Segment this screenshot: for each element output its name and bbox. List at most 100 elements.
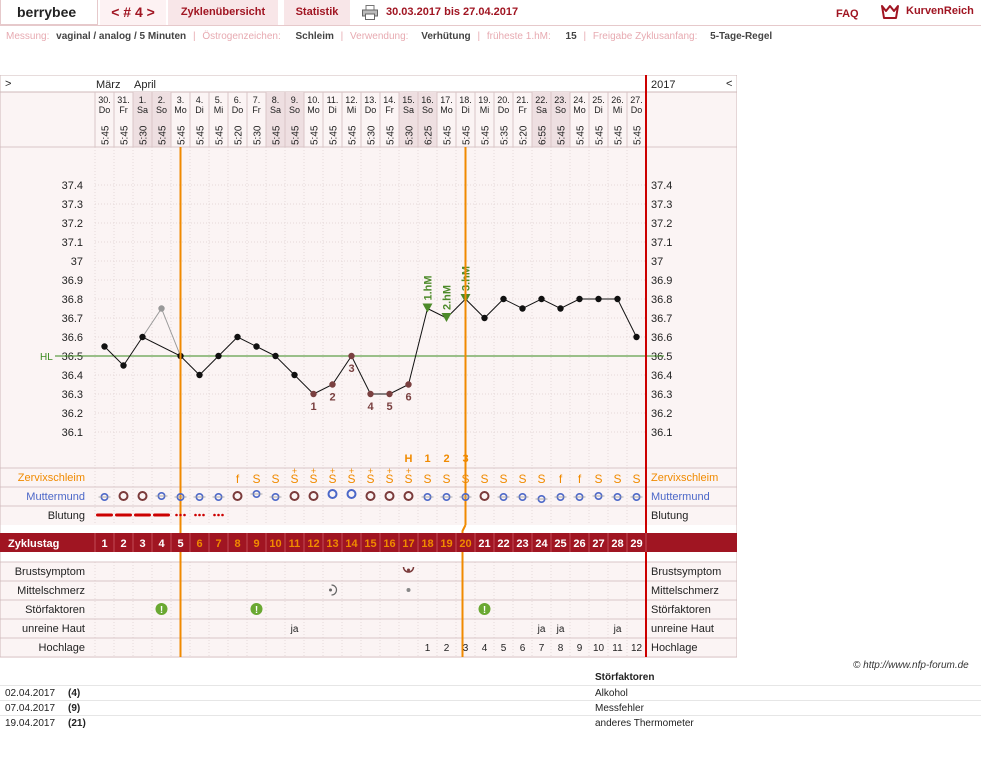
cycle-day-number: 1	[101, 538, 107, 550]
y-tick-label-right: 37.4	[651, 180, 672, 192]
mucus-plus: +	[349, 466, 354, 476]
tab-cycle-overview[interactable]: Zyklenübersicht	[168, 0, 278, 25]
weekday-label: Sa	[270, 105, 281, 115]
date-label: 9.	[291, 95, 299, 105]
date-label: 10.	[307, 95, 320, 105]
date-label: 7.	[253, 95, 261, 105]
temperature-point	[329, 381, 336, 388]
y-tick-label-left: 36.3	[62, 389, 83, 401]
kurvenreich-link[interactable]: KurvenReich	[906, 5, 974, 17]
weekday-label: Di	[328, 105, 337, 115]
y-tick-label-left: 37.1	[62, 237, 83, 249]
date-label: 19.	[478, 95, 491, 105]
weekend-column	[418, 92, 437, 147]
date-label: 30.	[98, 95, 111, 105]
skin-mark: ja	[537, 624, 546, 635]
y-tick-label-left: 36.8	[62, 294, 83, 306]
measure-label: Messung:	[6, 31, 50, 42]
time-label: 5:45	[291, 125, 302, 145]
hochlage-number: 1	[425, 643, 431, 654]
time-label: 5:45	[557, 125, 568, 145]
weekday-label: So	[156, 105, 167, 115]
y-tick-label-right: 36.6	[651, 332, 672, 344]
time-label: 6:55	[538, 125, 549, 145]
low-temperature-label: 6	[405, 392, 411, 404]
year-label: 2017	[651, 79, 675, 91]
cycle-day-number: 5	[177, 538, 183, 550]
stoerfaktor-day: (21)	[68, 718, 86, 729]
kurvenreich-logo-icon[interactable]	[880, 3, 900, 21]
cycle-navigation[interactable]: < # 4 >	[100, 0, 166, 25]
hochlage-number: 5	[501, 643, 507, 654]
date-label: 11.	[327, 95, 339, 105]
top-bar: berrybee < # 4 > Zyklenübersicht Statist…	[0, 0, 981, 26]
y-tick-label-right: 36.1	[651, 427, 672, 439]
earliest-hm-label: früheste 1.hM:	[486, 31, 551, 42]
weekday-label: Di	[461, 105, 470, 115]
temperature-point	[367, 390, 374, 398]
time-label: 5:30	[405, 125, 416, 145]
skin-row-label: unreine Haut	[651, 623, 714, 635]
time-label: 5:45	[443, 125, 454, 145]
hochlage-row-label: Hochlage	[39, 642, 85, 654]
mucus-symbol: S	[613, 472, 621, 486]
y-tick-label-left: 36.1	[62, 427, 83, 439]
low-temperature-label: 5	[386, 401, 392, 413]
printer-icon[interactable]	[362, 5, 378, 20]
high-temperature-label: 1.hM	[423, 275, 435, 300]
date-label: 15.	[402, 95, 415, 105]
mucus-plus: +	[330, 466, 335, 476]
weekday-label: Mi	[480, 105, 490, 115]
weekday-label: Sa	[403, 105, 414, 115]
mucus-symbol: S	[404, 472, 412, 486]
disturbance-row-label: Störfaktoren	[651, 604, 711, 616]
time-label: 5:45	[158, 125, 169, 145]
weekday-label: Do	[232, 105, 244, 115]
time-label: 5:45	[614, 125, 625, 145]
weekday-label: Mi	[613, 105, 623, 115]
mucus-symbol: S	[290, 472, 298, 486]
mucus-plus: +	[387, 466, 392, 476]
mucus-plus: +	[292, 466, 297, 476]
faq-link[interactable]: FAQ	[836, 8, 859, 20]
disturbance-icon	[478, 603, 491, 615]
y-tick-label-right: 36.5	[651, 351, 672, 363]
mucus-symbol: S	[632, 472, 640, 486]
cycle-day-number: 29	[630, 538, 642, 550]
hochlage-number: 10	[593, 643, 605, 654]
release-label: Freigabe Zyklusanfang:	[592, 31, 698, 42]
time-label: 5:45	[310, 125, 321, 145]
temperature-point	[405, 381, 412, 388]
date-label: 22.	[535, 95, 548, 105]
date-label: 14.	[383, 95, 396, 105]
disturbance-icon-mark: !	[255, 605, 258, 616]
spotting-mark	[217, 513, 220, 517]
cycle-day-number: 23	[516, 538, 528, 550]
mucus-symbol: f	[578, 472, 582, 486]
weekday-label: So	[555, 105, 566, 115]
tab-statistics[interactable]: Statistik	[284, 0, 350, 25]
hochlage-number: 3	[463, 643, 469, 654]
temperature-point	[500, 295, 507, 303]
mucus-symbol: S	[252, 472, 260, 486]
gap-row	[0, 552, 737, 562]
weekday-label: So	[422, 105, 433, 115]
settings-bar: Messung: vaginal / analog / 5 Minuten | …	[6, 31, 773, 42]
cycle-day-number: 7	[215, 538, 221, 550]
weekday-label: Di	[594, 105, 603, 115]
mucus-plus: +	[368, 466, 373, 476]
time-label: 5:45	[595, 125, 606, 145]
credit-text: © http://www.nfp-forum.de	[853, 660, 969, 671]
mucus-row-label: Zervixschleim	[18, 472, 85, 484]
temperature-point	[386, 390, 393, 398]
y-tick-label-left: 36.7	[62, 313, 83, 325]
date-label: 25.	[592, 95, 605, 105]
low-temperature-label: 1	[310, 401, 316, 413]
hochlage-number: 12	[631, 643, 643, 654]
temperature-point	[196, 371, 203, 379]
weekday-label: Do	[365, 105, 377, 115]
mucus-symbol: S	[461, 472, 469, 486]
brand-name[interactable]: berrybee	[0, 0, 98, 25]
time-label: 5:45	[177, 125, 188, 145]
high-temperature-label: 2.hM	[442, 285, 454, 310]
